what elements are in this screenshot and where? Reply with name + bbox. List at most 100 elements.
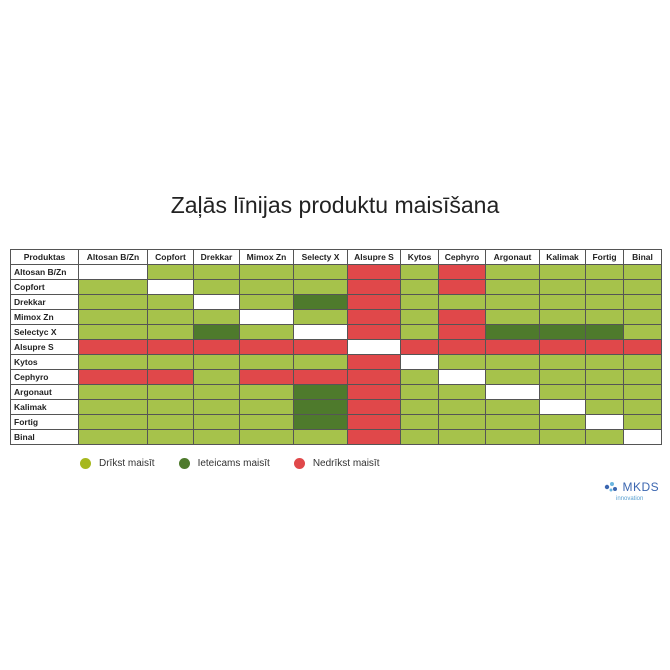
cell (539, 264, 586, 280)
cell (400, 354, 439, 370)
cell (193, 414, 240, 430)
column-header: Binal (623, 249, 662, 265)
row-header: Argonaut (10, 384, 79, 400)
cell (485, 429, 540, 445)
cell (585, 339, 624, 355)
column-header: Alsupre S (347, 249, 401, 265)
legend-label: Ieteicams maisīt (197, 458, 270, 469)
cell (78, 384, 148, 400)
cell (239, 354, 294, 370)
cell (623, 279, 662, 295)
cell (623, 384, 662, 400)
cell (78, 369, 148, 385)
cell (438, 324, 486, 340)
cell (193, 369, 240, 385)
cell (585, 384, 624, 400)
cell (293, 354, 348, 370)
title: Zaļās līnijas produktu maisīšana (170, 192, 500, 218)
row-header: Binal (10, 429, 79, 445)
cell (438, 399, 486, 415)
cell (293, 414, 348, 430)
cell (400, 339, 439, 355)
cell (193, 354, 240, 370)
column-header: Copfort (147, 249, 194, 265)
cell (539, 429, 586, 445)
legend-label: Nedrīkst maisīt (312, 458, 380, 469)
logo-tagline: innovation (616, 496, 644, 502)
row-header: Kytos (10, 354, 79, 370)
cell (438, 369, 486, 385)
row: Selectyc X (10, 324, 662, 340)
cell (193, 324, 240, 340)
logo-icon (604, 481, 617, 492)
cell (400, 384, 439, 400)
cell (485, 264, 540, 280)
cell (585, 264, 624, 280)
cell (147, 384, 194, 400)
cell (438, 429, 486, 445)
row: Binal (10, 429, 662, 445)
cell (347, 309, 401, 325)
row-header: Fortig (10, 414, 79, 430)
cell (293, 264, 348, 280)
cell (193, 429, 240, 445)
cell (293, 324, 348, 340)
cell (438, 384, 486, 400)
cell (585, 414, 624, 430)
row-header: Selectyc X (10, 324, 79, 340)
cell (438, 264, 486, 280)
row: Alsupre S (10, 339, 662, 355)
cell (485, 414, 540, 430)
cell (193, 294, 240, 310)
cell (400, 264, 439, 280)
cell (78, 399, 148, 415)
cell (623, 294, 662, 310)
cell (623, 414, 662, 430)
row-header: Copfort (10, 279, 79, 295)
cell (78, 414, 148, 430)
row: Argonaut (10, 384, 662, 400)
row-header: Altosan B/Zn (10, 264, 79, 280)
cell (293, 339, 348, 355)
cell (293, 369, 348, 385)
legend-dot (293, 458, 305, 469)
column-header: Drekkar (193, 249, 240, 265)
cell (438, 414, 486, 430)
row-header: Alsupre S (10, 339, 79, 355)
logo: MKDS innovation (604, 478, 659, 502)
cell (78, 279, 148, 295)
cell (239, 369, 294, 385)
cell (485, 354, 540, 370)
cell (293, 429, 348, 445)
logo-name: MKDS (622, 480, 660, 494)
cell (293, 279, 348, 295)
cell (347, 354, 401, 370)
cell (347, 339, 401, 355)
column-header: Mimox Zn (239, 249, 294, 265)
cell (438, 354, 486, 370)
cell (623, 354, 662, 370)
compatibility-table: Produktas Altosan B/Zn Copfort Drekkar Mimox… (10, 249, 662, 445)
cell (193, 264, 240, 280)
legend: Drīkst maisīt Ieteicams maisīt Nedrīkst ma… (80, 458, 380, 469)
legend-item: Ieteicams maisīt (178, 458, 270, 469)
cell (438, 339, 486, 355)
cell (193, 279, 240, 295)
row: Mimox Zn (10, 309, 662, 325)
cell (585, 294, 624, 310)
cell (347, 414, 401, 430)
cell (539, 309, 586, 325)
cell (147, 369, 194, 385)
cell (539, 384, 586, 400)
cell (347, 369, 401, 385)
cell (438, 309, 486, 325)
cell (147, 354, 194, 370)
cell (193, 399, 240, 415)
cell (147, 399, 194, 415)
cell (239, 384, 294, 400)
cell (623, 309, 662, 325)
cell (78, 339, 148, 355)
cell (539, 354, 586, 370)
cell (147, 294, 194, 310)
cell (400, 279, 439, 295)
